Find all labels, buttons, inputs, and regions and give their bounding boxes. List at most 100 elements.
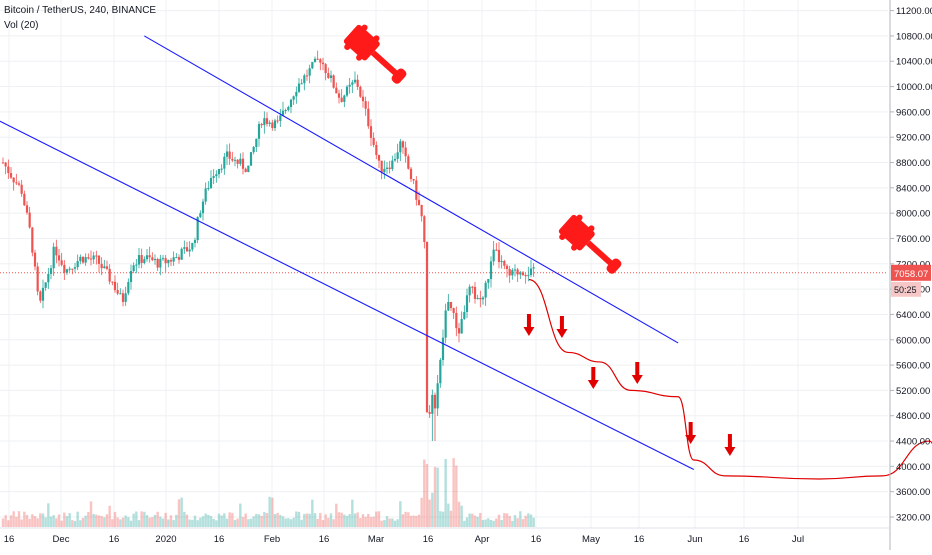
volume-bar [89,501,93,527]
candle-body [87,257,90,259]
volume-bar [252,516,255,527]
x-tick-label: Dec [53,534,70,545]
candle-body [276,120,279,122]
hammer-icon [343,24,407,84]
countdown-tag: 50:25 [891,281,921,297]
volume-bar [404,511,407,527]
candle-body [108,268,111,282]
candle-body [311,62,314,69]
volume-bar [212,518,215,527]
volume-bar [180,497,183,527]
volume-bar [95,514,98,527]
volume-bar [164,512,167,527]
volume-bar [492,520,495,527]
volume-bar [289,519,293,527]
volume-bar [268,496,271,527]
volume-bar [313,513,317,527]
volume-bar [228,512,231,527]
candle-body [55,246,58,256]
volume-bar [324,514,327,527]
volume-bar [100,515,103,527]
volume-bar [300,519,303,527]
x-tick-label: 16 [531,534,542,545]
volume-bar [444,459,447,527]
volume-bar [161,518,165,527]
candle-body [367,108,370,127]
y-tick-label: 8000.00 [896,209,930,220]
candle-body [180,248,183,260]
volume-bar [380,520,383,527]
volume-bar [36,518,39,527]
volume-bar [513,515,517,527]
candle-body [204,188,207,202]
volume-bar [500,519,503,527]
volume-bar [44,517,47,527]
volume-bar [255,513,258,527]
volume-bar [124,515,127,527]
x-tick-label: Apr [475,534,490,545]
volume-label: Vol (20) [4,20,39,31]
candle-body [47,273,50,283]
volume-bar [193,515,197,527]
x-tick-label: Mar [368,534,384,545]
channel-lower-line [0,120,695,471]
volume-bar [417,514,421,527]
candle-body [457,328,461,334]
candle-body [236,159,239,164]
projection-layer [528,279,932,480]
candle-body [428,412,431,414]
candle-body [417,199,421,205]
volume-bar [407,512,410,527]
candle-body [73,267,77,269]
candle-body [257,124,261,139]
candle-body [201,201,205,214]
candle-body [196,217,199,241]
candle-body [500,261,503,263]
candle-body [33,252,37,267]
candle-body [441,337,445,360]
candle-body [463,312,466,319]
candle-body [231,158,234,161]
volume-bar [132,513,135,527]
volume-bar [359,518,362,527]
volume-bar [383,520,386,527]
candle-body [68,268,71,270]
y-tick-label: 11200.00 [896,6,932,17]
candle-body [476,297,479,299]
volume-bar [367,513,370,527]
candle-body [113,281,117,291]
candle-body [265,118,269,124]
volume-bar [127,517,130,527]
volume-bar [337,512,341,527]
candle-body [492,249,495,262]
candle-body [340,97,343,102]
candle-body [281,110,285,116]
candle-body [161,258,165,260]
x-tick-label: 16 [4,534,15,545]
candle-body [239,158,242,164]
volume-bar [15,516,18,527]
volume-bar [33,516,37,527]
candle-body [471,286,474,288]
volume-bar [73,520,77,527]
candle-body [217,168,221,175]
channel-upper-line [144,35,679,344]
down-arrow-icon [523,314,535,336]
candle-body [164,258,167,264]
volume-bar [439,511,442,527]
candle-body [289,99,293,108]
x-tick-label: May [582,534,600,545]
candle-body [159,258,162,268]
candle-body [23,193,26,206]
volume-bar [92,513,95,527]
volume-bar [273,513,277,527]
y-tick-label: 10400.00 [896,57,932,68]
candle-body [92,255,95,260]
candle-body [97,255,101,264]
volume-bar [41,513,45,527]
candle-body [319,59,322,63]
candle-body [135,264,138,266]
volume-bar [241,517,245,527]
